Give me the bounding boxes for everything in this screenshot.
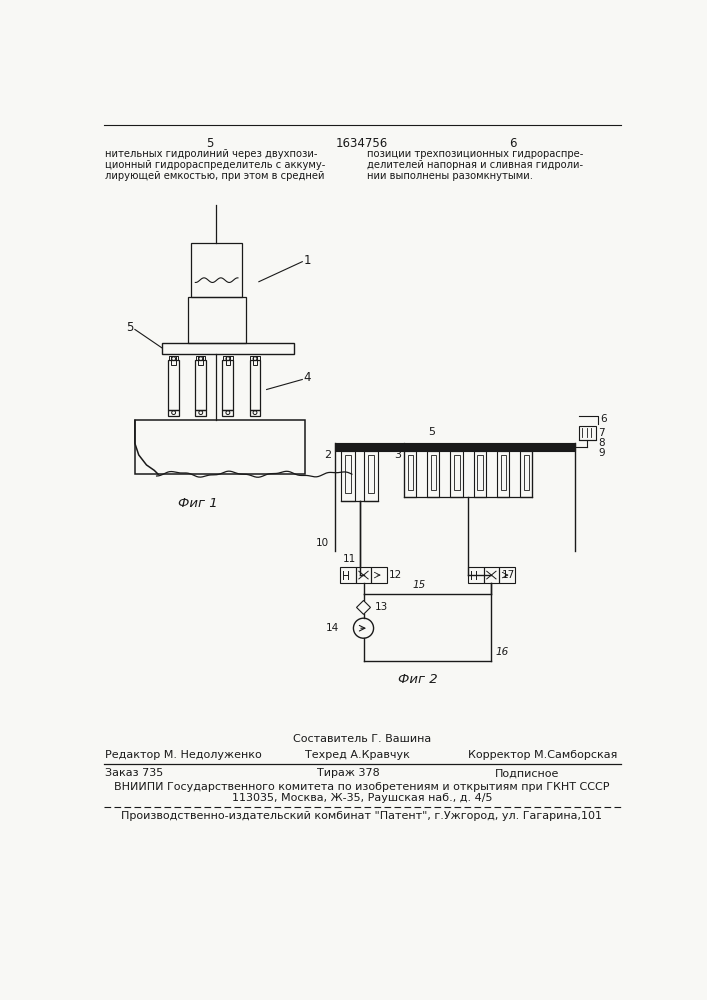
Bar [477,455,483,490]
Text: 14: 14 [326,623,339,633]
Bar [187,297,246,343]
Bar [368,455,374,493]
Text: 113035, Москва, Ж-35, Раушская наб., д. 4/5: 113035, Москва, Ж-35, Раушская наб., д. … [232,793,492,803]
Text: нии выполнены разомкнутыми.: нии выполнены разомкнутыми. [368,171,533,181]
Bar [168,360,179,410]
Bar [356,567,371,583]
Text: Корректор М.Самборская: Корректор М.Самборская [468,750,617,760]
Bar [431,455,436,490]
Text: ционный гидрораспределитель с аккуму-: ционный гидрораспределитель с аккуму- [105,160,326,170]
Bar [162,343,293,354]
Text: Составитель Г. Вашина: Составитель Г. Вашина [293,734,431,744]
Bar [135,420,305,474]
Text: 13: 13 [374,602,387,612]
Text: Тираж 378: Тираж 378 [317,768,380,778]
Text: 7: 7 [598,428,605,438]
Bar [192,243,242,297]
Bar [497,451,509,497]
Bar [454,455,460,490]
Text: 17: 17 [501,570,515,580]
Text: 6: 6 [601,414,607,424]
Text: 9: 9 [598,448,605,458]
Text: 11: 11 [342,554,356,564]
Bar [484,567,499,583]
Text: 16: 16 [495,647,508,657]
Bar [364,451,378,501]
Bar [226,356,230,365]
Bar [468,567,484,583]
Bar [168,410,179,416]
Bar [250,360,260,410]
Text: 10: 10 [315,538,329,548]
Text: 1: 1 [304,254,311,267]
Bar [499,567,515,583]
Text: 3: 3 [394,450,401,460]
Bar [252,356,257,365]
Bar [340,567,356,583]
Text: лирующей емкостью, при этом в средней: лирующей емкостью, при этом в средней [105,171,325,181]
Bar [195,410,206,416]
Bar [427,451,440,497]
Bar [195,360,206,410]
Text: 6: 6 [509,137,517,150]
Bar [520,451,532,497]
Bar [501,455,506,490]
Bar [345,455,351,493]
Bar [450,451,462,497]
Text: Заказ 735: Заказ 735 [105,768,164,778]
Text: 5: 5 [428,427,436,437]
Text: Подписное: Подписное [495,768,560,778]
Bar [524,455,530,490]
Text: Фиг 2: Фиг 2 [398,673,438,686]
Text: 2: 2 [324,450,331,460]
Text: делителей напорная и сливная гидроли-: делителей напорная и сливная гидроли- [368,160,583,170]
Text: 5: 5 [206,137,214,150]
Bar [408,455,413,490]
Text: нительных гидролиний через двухпози-: нительных гидролиний через двухпози- [105,149,318,159]
Bar [579,426,596,440]
Bar [404,451,416,497]
Text: 15: 15 [413,580,426,590]
Text: Редактор М. Недолуженко: Редактор М. Недолуженко [105,750,262,760]
Bar [371,567,387,583]
Text: позиции трехпозиционных гидрораспре-: позиции трехпозиционных гидрораспре- [368,149,584,159]
Text: Производственно-издательский комбинат "Патент", г.Ужгород, ул. Гагарина,101: Производственно-издательский комбинат "П… [122,811,602,821]
Bar [223,360,233,410]
Text: Техред А.Кравчук: Техред А.Кравчук [305,750,410,760]
Text: ВНИИПИ Государственного комитета по изобретениям и открытиям при ГКНТ СССР: ВНИИПИ Государственного комитета по изоб… [115,782,609,792]
Text: 1634756: 1634756 [336,137,388,150]
Text: 12: 12 [389,570,402,580]
Bar [474,451,486,497]
Bar [250,410,260,416]
Bar [223,410,233,416]
Text: 8: 8 [598,438,605,448]
Bar [199,356,203,365]
Text: 4: 4 [304,371,311,384]
Bar [341,451,355,501]
Bar [171,356,176,365]
Text: 5: 5 [126,321,134,334]
Bar [335,443,575,451]
Text: Фиг 1: Фиг 1 [177,497,217,510]
